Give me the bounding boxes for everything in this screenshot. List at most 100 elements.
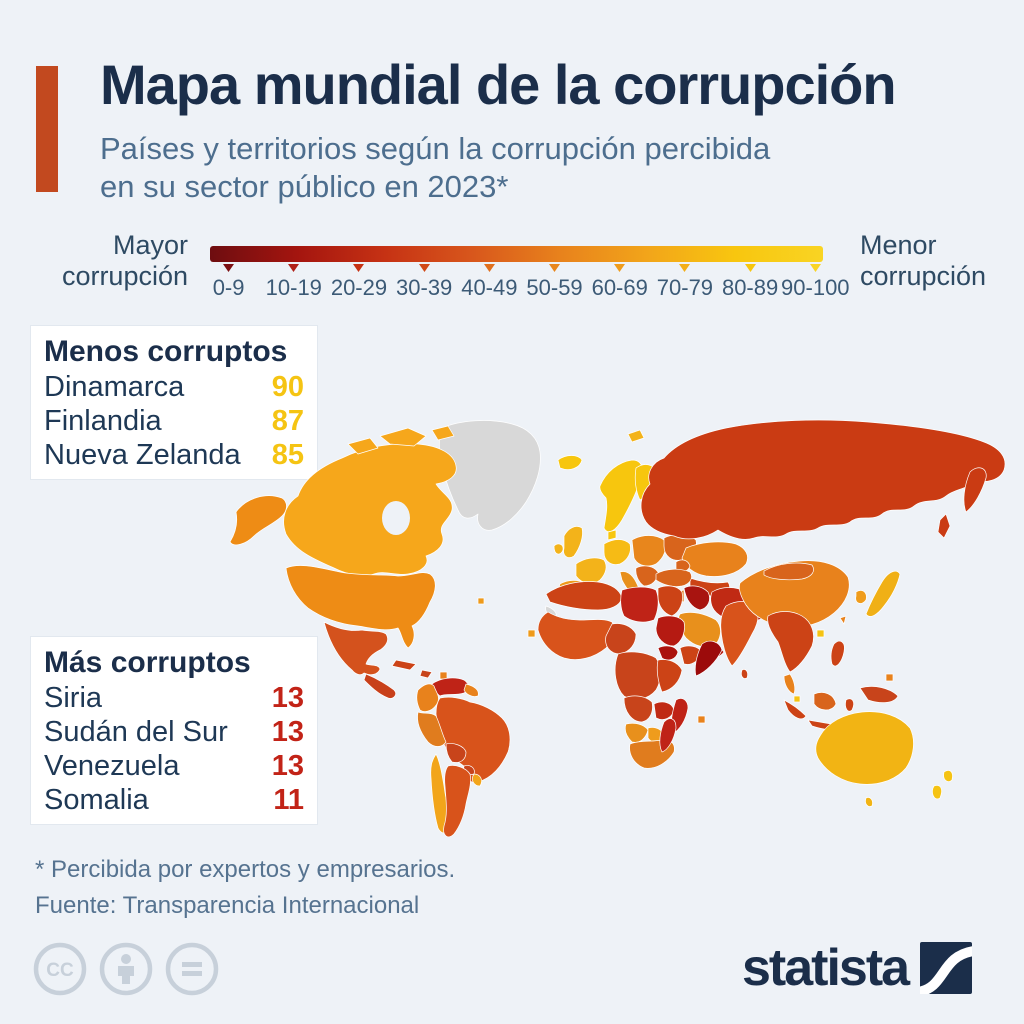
region-mauritius <box>697 715 706 724</box>
region-tasmania <box>865 797 873 807</box>
legend-tick-row: 0-9 10-19 20-29 30-39 40-49 50-59 60-69 … <box>196 264 850 301</box>
region-mexico <box>323 621 388 676</box>
region-bermuda <box>477 597 485 605</box>
footnote-text: * Percibida por expertos y empresarios. <box>35 856 456 883</box>
tick-triangle-icon <box>614 264 626 272</box>
region-cape-verde <box>527 629 536 638</box>
tick-label: 80-89 <box>721 275 779 300</box>
region-bolivia <box>445 743 467 763</box>
country-score: 90 <box>271 371 304 403</box>
country-name: Somalia <box>44 784 149 816</box>
region-papua-new-guinea <box>859 686 899 703</box>
country-name: Dinamarca <box>44 371 185 403</box>
legend-menor-line2: corrupción <box>860 261 987 291</box>
region-east-africa <box>656 659 683 693</box>
region-mongolia <box>763 562 814 581</box>
footnote-block: * Percibida por expertos y empresarios. … <box>35 852 455 924</box>
subtitle-line-2: en su sector público en 2023* <box>100 169 509 204</box>
legend-tick: 30-39 <box>392 264 457 301</box>
legend-tick: 70-79 <box>652 264 717 301</box>
subtitle-line-1: Países y territorios según la corrupción… <box>100 131 771 166</box>
legend-mayor-line2: corrupción <box>61 261 188 291</box>
region-north-africa <box>545 581 623 611</box>
legend-tick: 90-100 <box>781 264 850 301</box>
legend-tick: 60-69 <box>587 264 652 301</box>
region-central-america <box>363 673 396 699</box>
list-item: Siria 13 <box>44 681 304 715</box>
region-greenland <box>439 420 541 531</box>
region-usa <box>285 565 436 649</box>
country-name: Venezuela <box>44 750 180 782</box>
region-philippines <box>830 640 845 667</box>
country-name: Sudán del Sur <box>44 716 228 748</box>
cc-nd-icon <box>165 942 219 996</box>
tick-triangle-icon <box>809 264 821 272</box>
country-score: 85 <box>271 439 304 471</box>
region-west-africa <box>537 611 615 660</box>
svg-text:CC: CC <box>46 960 74 981</box>
tick-label: 30-39 <box>396 275 453 300</box>
tick-triangle-icon <box>353 264 365 272</box>
license-icons: CC <box>33 942 219 996</box>
region-canada-islands <box>347 437 379 455</box>
region-sudan <box>655 615 685 647</box>
most-corrupt-title: Más corruptos <box>44 646 251 679</box>
region-france <box>575 557 607 584</box>
country-score: 13 <box>271 682 304 714</box>
region-egypt <box>657 585 683 617</box>
region-namibia <box>624 722 649 743</box>
tick-label: 60-69 <box>591 275 648 300</box>
source-text: Fuente: Transparencia Internacional <box>35 892 420 919</box>
tick-label: 20-29 <box>330 275 388 300</box>
legend-tick: 10-19 <box>261 264 326 301</box>
region-scandinavia <box>599 459 643 532</box>
country-name: Finlandia <box>44 405 162 437</box>
region-uruguay <box>472 773 482 787</box>
list-item: Nueva Zelanda 85 <box>44 438 304 472</box>
list-item: Sudán del Sur 13 <box>44 715 304 749</box>
least-corrupt-title: Menos corruptos <box>44 335 288 368</box>
region-peru <box>417 711 447 747</box>
region-uk <box>563 526 583 558</box>
region-sumatra <box>783 699 807 720</box>
region-argentina <box>443 765 471 838</box>
legend-label-mayor: Mayor corrupción <box>42 230 188 292</box>
legend-gradient-bar <box>210 246 823 262</box>
region-nigeria-sahel <box>605 623 637 655</box>
region-turkey <box>655 568 692 587</box>
region-caribbean-territory <box>439 671 448 680</box>
list-item: Finlandia 87 <box>44 404 304 438</box>
tick-triangle-icon <box>549 264 561 272</box>
legend-tick: 40-49 <box>457 264 522 301</box>
region-somalia <box>694 640 723 677</box>
region-svalbard <box>627 429 645 443</box>
tick-label: 90-100 <box>781 275 850 300</box>
legend-mayor-line1: Mayor <box>112 230 188 260</box>
region-madagascar <box>659 718 677 753</box>
most-corrupt-box: Más corruptos Siria 13 Sudán del Sur 13 Ve… <box>30 636 318 825</box>
world-map <box>229 419 1006 838</box>
legend-tick: 0-9 <box>196 264 261 301</box>
tick-label: 50-59 <box>526 275 583 300</box>
region-sakhalin <box>937 513 951 539</box>
title-accent-bar <box>36 66 58 192</box>
region-hispaniola <box>419 669 433 679</box>
region-canada-islands <box>379 427 427 447</box>
tick-triangle-icon <box>223 264 235 272</box>
region-malay-peninsula <box>783 673 796 695</box>
region-singapore <box>793 695 801 703</box>
statista-brand: statista <box>742 938 973 998</box>
region-central-europe <box>631 535 666 567</box>
tick-label: 70-79 <box>656 275 714 300</box>
region-denmark <box>607 529 617 541</box>
list-item: Venezuela 13 <box>44 749 304 783</box>
region-zambia-zimbabwe <box>653 701 675 720</box>
region-south-sudan <box>657 645 679 661</box>
region-sri-lanka <box>741 669 748 679</box>
region-angola <box>623 695 653 723</box>
region-canada <box>283 443 457 576</box>
region-germany <box>603 539 631 565</box>
tick-triangle-icon <box>744 264 756 272</box>
page-title: Mapa mundial de la corrupción <box>100 53 897 116</box>
country-score: 13 <box>271 750 304 782</box>
